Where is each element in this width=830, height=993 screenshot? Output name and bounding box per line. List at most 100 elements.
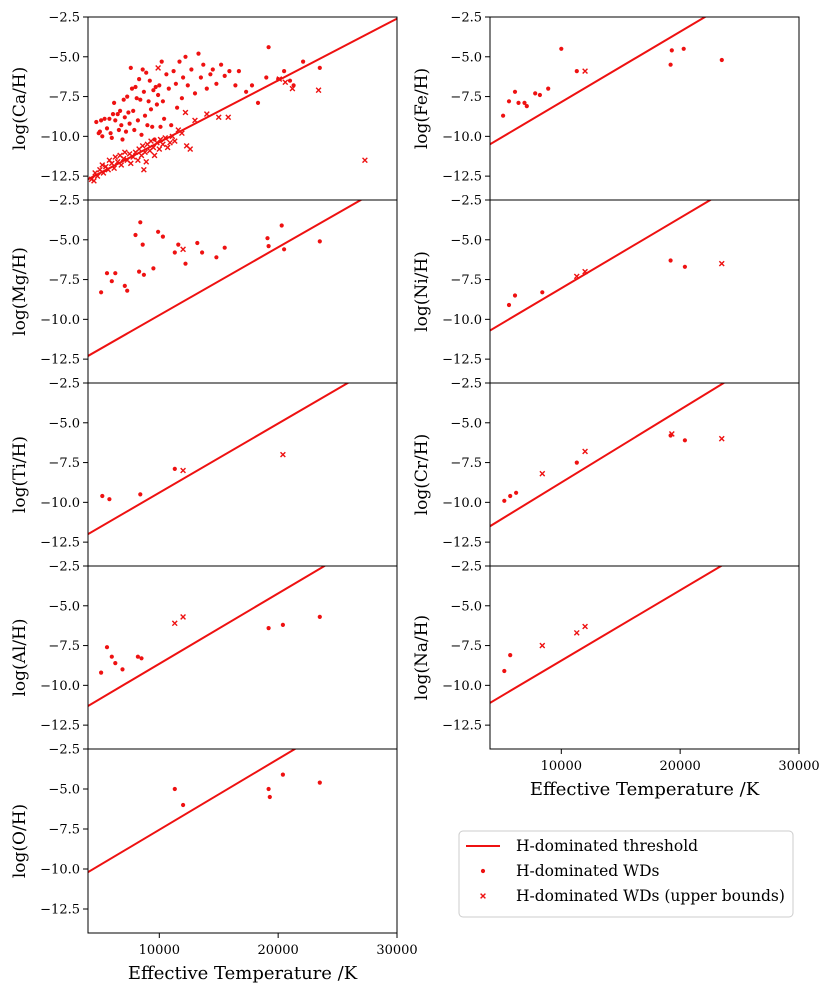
data-point xyxy=(255,100,261,105)
y-tick-label: −12.5 xyxy=(40,719,80,734)
data-point xyxy=(172,786,177,792)
data-point xyxy=(214,81,219,86)
data-point xyxy=(104,126,110,131)
data-point xyxy=(158,124,163,129)
data-point xyxy=(537,92,543,98)
data-point xyxy=(522,100,527,105)
data-point xyxy=(138,492,143,497)
y-tick-label: −2.5 xyxy=(48,194,80,209)
upper-bound-marker xyxy=(112,154,119,160)
data-point xyxy=(266,786,271,792)
data-point xyxy=(506,302,512,308)
data-point xyxy=(151,88,156,93)
data-point xyxy=(210,67,215,72)
data-point xyxy=(166,86,171,91)
upper-bound-marker xyxy=(178,130,185,137)
data-point xyxy=(287,78,293,83)
data-point xyxy=(107,497,112,502)
data-point xyxy=(120,667,125,672)
upper-bound-marker xyxy=(169,133,176,140)
data-point xyxy=(222,245,227,250)
data-point xyxy=(282,247,287,252)
y-tick-label: −2.5 xyxy=(48,743,80,758)
data-point xyxy=(113,661,118,666)
axes-frame xyxy=(489,16,800,201)
panel-cr: −2.5 −5.0 −7.5 −10.0 −12.5 log(Cr/H) xyxy=(412,377,800,567)
upper-bound-marker xyxy=(140,166,147,173)
data-point xyxy=(265,236,270,241)
data-point xyxy=(104,645,110,650)
data-point xyxy=(195,240,200,246)
data-point xyxy=(144,70,149,75)
threshold-line xyxy=(490,17,707,146)
data-point xyxy=(301,59,306,64)
data-point xyxy=(668,62,673,67)
y-tick-label: −10.0 xyxy=(442,679,482,694)
panel-ca: −2.5 −5.0 −7.5 −10.0 −12.5 log(Ca/H) xyxy=(10,11,398,201)
data-point xyxy=(317,614,322,620)
y-tick-label: −12.5 xyxy=(40,536,80,551)
y-tick-label: −2.5 xyxy=(450,11,482,26)
data-point xyxy=(574,460,579,465)
data-point xyxy=(109,654,114,659)
data-point xyxy=(109,279,114,284)
data-point xyxy=(177,59,182,64)
upper-bound-marker xyxy=(127,160,134,167)
data-point xyxy=(100,493,105,499)
y-tick-label: −12.5 xyxy=(40,903,80,918)
data-point xyxy=(113,118,118,123)
upper-bound-marker xyxy=(180,467,186,474)
data-point xyxy=(127,121,132,126)
panel-ti: −2.5 −5.0 −7.5 −10.0 −12.5 log(Ti/H) xyxy=(10,377,398,567)
panel-mg: −2.5 −5.0 −7.5 −10.0 −12.5 log(Mg/H) xyxy=(10,194,398,384)
data-point xyxy=(113,271,118,276)
data-point xyxy=(183,54,188,59)
data-point xyxy=(169,123,174,128)
data-point xyxy=(201,62,206,67)
y-tick-label: −5.0 xyxy=(450,50,482,65)
axes-frame xyxy=(87,382,398,567)
y-axis-label: log(Ni/H) xyxy=(412,251,432,332)
upper-bound-marker xyxy=(91,178,97,184)
axes-frame xyxy=(87,748,398,934)
data-point xyxy=(189,67,194,72)
data-point xyxy=(153,84,158,90)
data-point xyxy=(196,51,201,56)
data-point xyxy=(99,118,104,123)
data-point xyxy=(173,81,178,86)
threshold-line xyxy=(490,200,713,332)
legend-threshold-label: H-dominated threshold xyxy=(516,837,698,855)
upper-bound-marker xyxy=(362,157,368,164)
upper-bound-marker xyxy=(99,162,106,168)
y-tick-label: −10.0 xyxy=(40,863,80,878)
data-point xyxy=(506,99,512,104)
data-point xyxy=(126,110,131,115)
data-point xyxy=(219,62,224,67)
data-point xyxy=(512,89,518,94)
data-point xyxy=(129,86,135,91)
y-tick-label: −12.5 xyxy=(40,170,80,185)
upper-bound-marker xyxy=(282,79,289,86)
y-tick-label: −7.5 xyxy=(48,456,80,471)
x-tick-label: 20000 xyxy=(659,759,700,774)
y-tick-label: −12.5 xyxy=(442,536,482,551)
y-tick-label: −5.0 xyxy=(450,599,482,614)
upper-bound-marker xyxy=(187,146,194,152)
data-point xyxy=(264,75,269,80)
data-point xyxy=(266,626,271,631)
upper-bound-marker xyxy=(130,154,137,160)
data-point xyxy=(142,113,148,118)
data-point xyxy=(208,72,213,77)
upper-bound-marker xyxy=(156,146,163,152)
data-point xyxy=(120,137,125,142)
panel-na: −2.5 −5.0 −7.5 −10.0 −12.5 10000 20000 30000 log… xyxy=(412,560,820,801)
y-tick-label: −12.5 xyxy=(442,170,482,185)
data-point xyxy=(157,83,162,88)
upper-bound-marker xyxy=(203,111,210,117)
legend-points-label: H-dominated WDs xyxy=(516,862,659,880)
x-tick-label: 10000 xyxy=(139,943,180,958)
data-point xyxy=(123,129,129,134)
y-tick-label: −10.0 xyxy=(40,496,80,511)
data-point xyxy=(317,239,322,244)
data-point xyxy=(512,293,518,298)
